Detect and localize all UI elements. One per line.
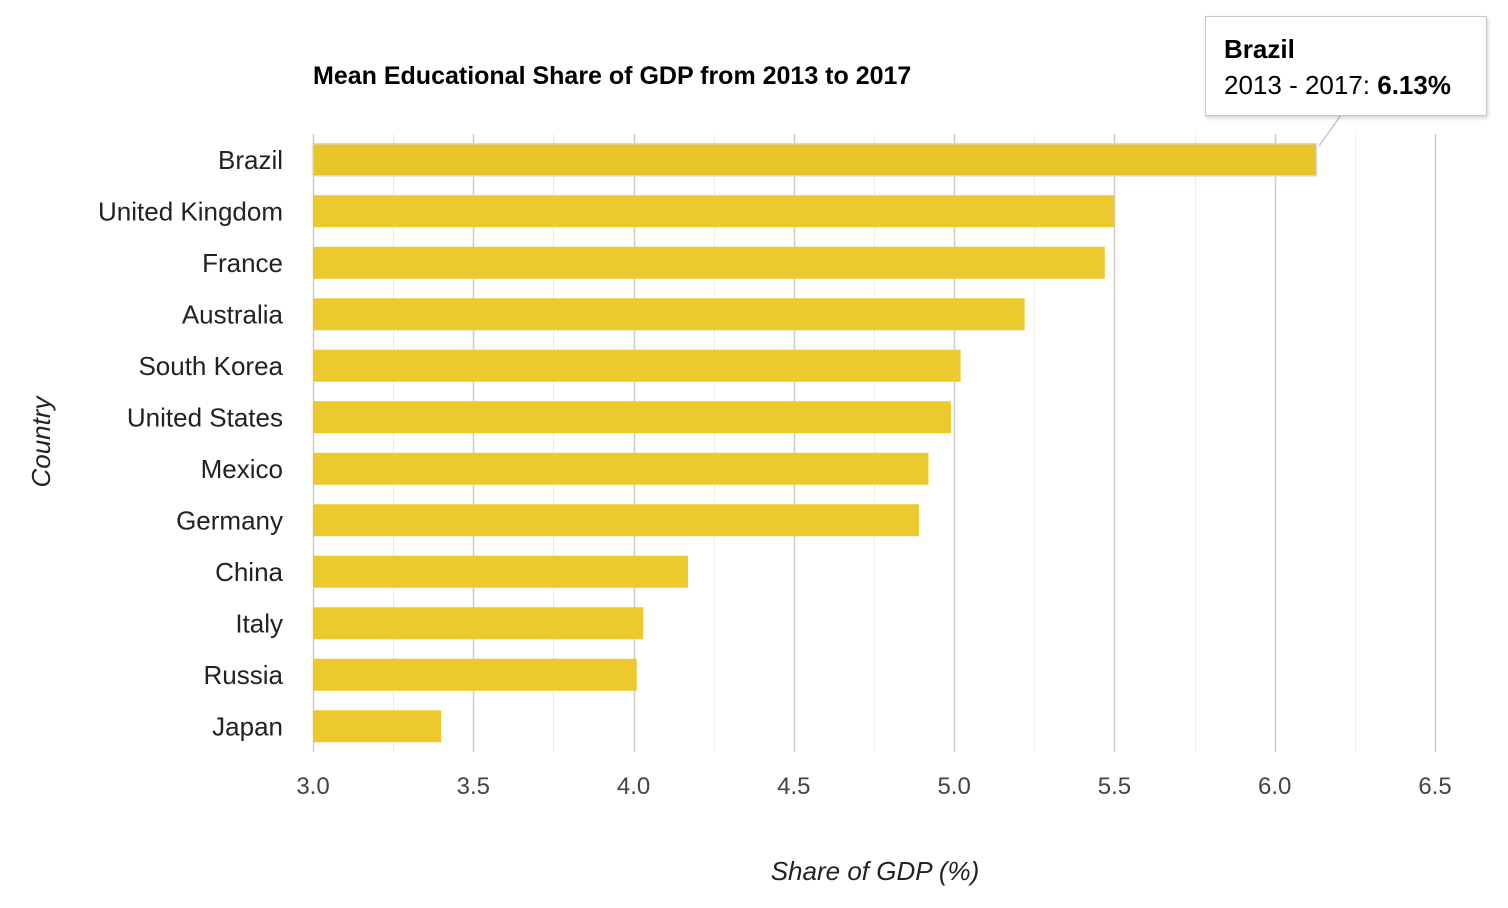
tooltip-row: 2013 - 2017: 6.13%: [1224, 65, 1468, 105]
bar-france[interactable]: [313, 246, 1105, 279]
category-label: Brazil: [218, 145, 283, 175]
x-tick-label: 5.0: [937, 773, 970, 800]
category-label: Germany: [176, 505, 283, 535]
x-axis-title: Share of GDP (%): [771, 856, 980, 886]
bars: [312, 143, 1318, 743]
bar-russia[interactable]: [313, 658, 637, 691]
category-label: Mexico: [201, 454, 283, 484]
category-labels: Brazil United Kingdom France Australia South…: [98, 145, 284, 742]
category-label: Australia: [182, 299, 284, 329]
bar-japan[interactable]: [313, 710, 442, 743]
bar-brazil[interactable]: [312, 143, 1318, 177]
tooltip-title: Brazil: [1224, 34, 1295, 64]
category-label: Japan: [212, 711, 283, 741]
bar-italy[interactable]: [313, 607, 644, 640]
bar-united-kingdom[interactable]: [313, 195, 1115, 228]
x-tick-label: 3.0: [296, 773, 329, 800]
tooltip-series-label: 2013 - 2017:: [1224, 70, 1378, 100]
category-label: Italy: [235, 608, 283, 638]
category-label: South Korea: [138, 351, 283, 381]
bar-australia[interactable]: [313, 298, 1025, 331]
category-label: United Kingdom: [98, 196, 283, 226]
bar-mexico[interactable]: [313, 452, 929, 485]
tooltip-value: 6.13%: [1377, 70, 1451, 100]
x-tick-label: 4.5: [777, 773, 810, 800]
bar-germany[interactable]: [313, 504, 919, 537]
bar-china[interactable]: [313, 555, 689, 588]
x-tick-label: 6.0: [1258, 773, 1291, 800]
x-tick-label: 3.5: [457, 773, 490, 800]
tooltip-pointer: [1318, 114, 1367, 147]
hover-tooltip: Brazil 2013 - 2017: 6.13%: [1205, 16, 1487, 116]
bar-united-states[interactable]: [313, 401, 951, 434]
x-tick-label: 6.5: [1418, 773, 1451, 800]
category-label: China: [215, 557, 283, 587]
x-tick-labels: 3.0 3.5 4.0 4.5 5.0 5.5 6.0 6.5: [296, 773, 1451, 800]
x-tick-label: 5.5: [1098, 773, 1131, 800]
x-tick-label: 4.0: [617, 773, 650, 800]
gridlines: [312, 134, 1437, 752]
bar-south-korea[interactable]: [313, 349, 961, 382]
category-label: France: [202, 248, 283, 278]
y-axis-title: Country: [26, 394, 56, 487]
category-label: United States: [127, 402, 283, 432]
chart-title: Mean Educational Share of GDP from 2013 …: [313, 62, 911, 90]
category-label: Russia: [204, 660, 284, 690]
